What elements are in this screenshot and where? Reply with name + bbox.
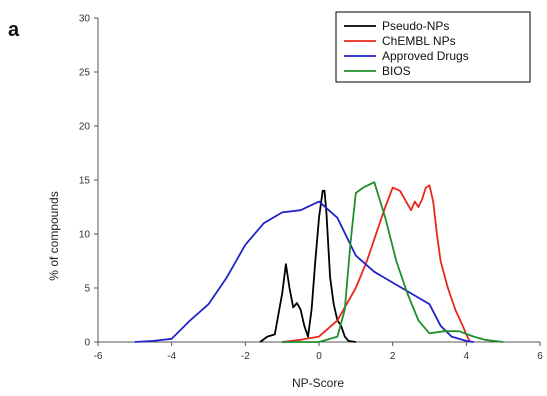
x-axis-title: NP-Score (292, 376, 344, 390)
series-line-bios (282, 181, 504, 343)
panel-label: a (8, 19, 20, 41)
x-tick-label: 2 (390, 351, 396, 362)
x-tick-label: 0 (316, 351, 322, 362)
x-tick-label: -2 (241, 351, 250, 362)
legend-label-pseudo-nps: Pseudo-NPs (382, 19, 449, 33)
series-line-pseudo-nps (259, 189, 356, 343)
y-tick-label: 20 (79, 122, 91, 133)
axes: 0 5 10 15 20 25 30 -6 -4 -2 0 2 4 6 (79, 14, 543, 363)
x-tick-label: -4 (167, 351, 176, 362)
y-tick-label: 15 (79, 176, 91, 187)
y-tick-label: 30 (79, 14, 91, 25)
x-tick-label: 4 (464, 351, 470, 362)
y-tick-label: 5 (84, 284, 90, 295)
legend-label-chembl-nps: ChEMBL NPs (382, 34, 456, 48)
y-tick-label: 0 (84, 338, 90, 349)
series-line-approved-drugs (134, 200, 474, 343)
series-layer (134, 181, 504, 343)
series-line-chembl-nps (282, 184, 471, 343)
legend-label-approved-drugs: Approved Drugs (382, 49, 469, 63)
y-tick-label: 10 (79, 230, 91, 241)
legend-label-bios: BIOS (382, 64, 411, 78)
y-tick-label: 25 (79, 68, 91, 79)
x-tick-label: -6 (94, 351, 103, 362)
x-tick-label: 6 (537, 351, 543, 362)
y-axis-title: % of compounds (47, 191, 61, 280)
